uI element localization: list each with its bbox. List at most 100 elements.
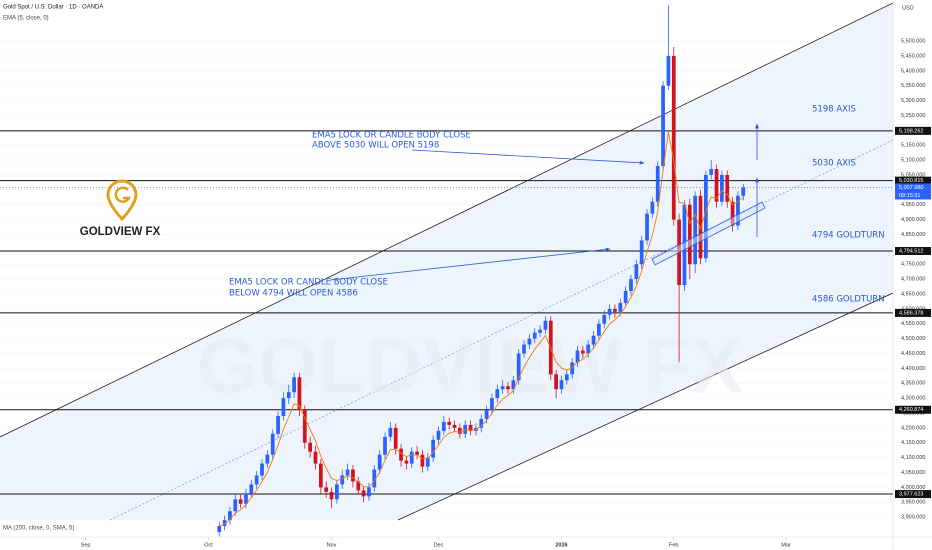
candle-body: [377, 454, 382, 470]
y-tick-label: 4,900.000: [901, 217, 925, 223]
x-tick-label: Feb: [669, 542, 678, 548]
candle-body: [698, 195, 703, 259]
candle-body: [650, 201, 655, 214]
candle-body: [629, 279, 633, 292]
note: EMA5 LOCK OR CANDLE BODY CLOSE: [229, 278, 388, 288]
candle-body: [693, 195, 698, 265]
candle-body: [345, 469, 350, 476]
candle-body: [367, 487, 371, 497]
candle-body: [329, 491, 334, 500]
candle-body: [265, 454, 270, 464]
candle-body: [554, 374, 558, 390]
level-tag: [895, 176, 931, 185]
candle-body: [580, 350, 585, 354]
level-note: 4586 GOLDTURN: [812, 295, 885, 305]
candle-body: [388, 427, 393, 437]
x-tick-label: Dec: [434, 542, 444, 548]
candle-body: [714, 169, 719, 202]
brand-name: GOLDVIEW FX: [80, 226, 161, 238]
x-tick-label: Sep: [81, 542, 91, 548]
countdown: 09:15:31: [899, 193, 920, 199]
level-tag: [895, 308, 931, 317]
x-tick-label: Oct: [204, 542, 213, 548]
candle-body: [409, 451, 414, 464]
candle-body: [383, 436, 387, 455]
candle-body: [736, 195, 740, 226]
y-tick-label: 4,550.000: [901, 321, 925, 327]
note: BELOW 4794 WILL OPEN 4586: [229, 289, 358, 299]
watermark: GOLDVIEW FX: [197, 322, 743, 410]
candle-body: [522, 344, 526, 354]
y-tick-label: 4,950.000: [901, 202, 925, 208]
y-tick-label: 4,350.000: [901, 381, 925, 387]
candle-body: [452, 424, 457, 428]
candle-body: [484, 410, 489, 419]
candle-body: [270, 433, 275, 455]
candle-body: [286, 392, 291, 399]
candle-body: [741, 187, 746, 196]
candle-body: [687, 204, 692, 265]
candle-body: [308, 442, 313, 452]
y-tick-label: 3,900.000: [901, 515, 925, 521]
candle-body: [436, 430, 441, 440]
channel-fill: [0, 3, 893, 520]
ema-line: [219, 131, 744, 527]
y-tick-label: 4,650.000: [901, 291, 925, 297]
candle-body: [532, 332, 537, 339]
candle-body: [457, 427, 462, 434]
candle-body: [281, 398, 286, 416]
candle-body: [720, 174, 724, 202]
y-tick-label: 4,850.000: [901, 232, 925, 238]
candle-body: [602, 314, 607, 324]
candle-body: [655, 166, 660, 202]
candle-body: [591, 335, 596, 345]
y-tick-label: 5,100.000: [901, 158, 925, 164]
candle-body: [586, 344, 591, 354]
level-tag: [895, 490, 931, 499]
candle-body: [730, 201, 735, 226]
y-tick-label: 4,300.000: [901, 396, 925, 402]
chart-title: Gold Spot / U.S. Dollar · 1D · OANDA: [3, 5, 103, 11]
level-note: 5198 AXIS: [812, 105, 856, 115]
candle-body: [292, 377, 296, 393]
candle-body: [575, 350, 580, 363]
axis-label: USD: [902, 5, 914, 11]
y-tick-label: 5,050.000: [901, 172, 925, 178]
candle-body: [351, 469, 355, 482]
note: ABOVE 5030 WILL OPEN 5198: [312, 141, 439, 151]
y-tick-label: 4,750.000: [901, 262, 925, 268]
candle-body: [217, 526, 222, 533]
y-tick-label: 4,150.000: [901, 440, 925, 446]
candle-body: [415, 451, 419, 455]
candle-body: [318, 463, 323, 488]
candle-body: [260, 463, 264, 476]
y-tick-label: 5,300.000: [901, 98, 925, 104]
level-label: 3,977.623: [899, 492, 923, 498]
level-label: 5,030.815: [899, 178, 923, 184]
axis-labels: 3,900.000 3,950.000 4,000.000 4,050.000 4,10…: [81, 39, 931, 548]
y-tick-label: 5,500.000: [901, 39, 925, 45]
candle-body: [725, 174, 730, 202]
candle-body: [570, 362, 575, 375]
candle-body: [425, 457, 430, 467]
candle-body: [254, 475, 259, 485]
levels: [0, 130, 893, 495]
y-tick-label: 4,050.000: [901, 470, 925, 476]
candle-body: [249, 484, 254, 494]
candle-body: [356, 481, 361, 491]
candle-body: [703, 174, 708, 259]
candle-body: [506, 386, 510, 390]
candle-body: [490, 398, 494, 411]
y-tick-label: 5,350.000: [901, 83, 925, 89]
y-tick-label: 5,250.000: [901, 113, 925, 119]
candle-body: [372, 469, 377, 488]
arrow: [411, 149, 645, 165]
candle-body: [420, 454, 425, 467]
candle-body: [431, 439, 436, 458]
candle-body: [709, 169, 714, 175]
candle-body: [479, 418, 484, 428]
level-label: 4,794.512: [899, 248, 923, 254]
candle-body: [495, 389, 500, 399]
y-tick-label: 4,450.000: [901, 351, 925, 357]
y-tick-label: 3,950.000: [901, 500, 925, 506]
